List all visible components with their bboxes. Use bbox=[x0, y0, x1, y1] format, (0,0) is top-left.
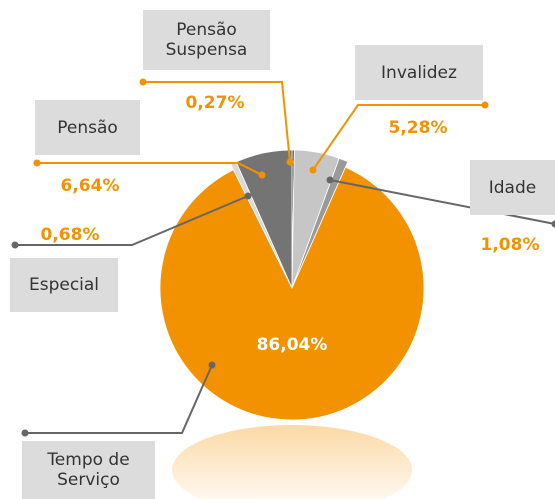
pie-slice bbox=[235, 149, 293, 289]
category-label: Invalidez bbox=[355, 45, 483, 100]
category-label: Pensão bbox=[35, 100, 140, 155]
leader-dot bbox=[481, 101, 489, 109]
value-label: 0,68% bbox=[41, 225, 100, 245]
leader-dot bbox=[309, 166, 317, 174]
leader-dot bbox=[258, 171, 266, 179]
category-label: Idade bbox=[470, 160, 555, 215]
leader-line bbox=[15, 195, 249, 246]
category-label: Pensão Suspensa bbox=[143, 10, 270, 70]
leader-dot bbox=[33, 159, 41, 167]
category-label: Tempo de Serviço bbox=[22, 441, 155, 499]
reflection bbox=[172, 425, 412, 499]
value-label: 1,08% bbox=[481, 235, 540, 255]
leader-line bbox=[25, 364, 213, 434]
category-label: Especial bbox=[10, 258, 118, 312]
leader-line bbox=[37, 162, 263, 176]
pie-slice bbox=[159, 166, 425, 421]
leader-dot bbox=[11, 241, 19, 249]
value-label: 0,27% bbox=[186, 93, 245, 113]
leader-dot bbox=[139, 78, 147, 86]
leader-line bbox=[143, 81, 291, 163]
value-label: 86,04% bbox=[257, 335, 328, 355]
leader-line bbox=[329, 179, 555, 225]
leader-dot bbox=[551, 220, 555, 228]
leader-dot bbox=[208, 361, 216, 369]
value-label: 6,64% bbox=[61, 176, 120, 196]
leader-dot bbox=[326, 176, 334, 184]
leader-dot bbox=[286, 158, 294, 166]
leader-line bbox=[312, 104, 485, 171]
value-label: 5,28% bbox=[389, 118, 448, 138]
leader-dot bbox=[244, 192, 252, 200]
leader-dot bbox=[21, 429, 29, 437]
